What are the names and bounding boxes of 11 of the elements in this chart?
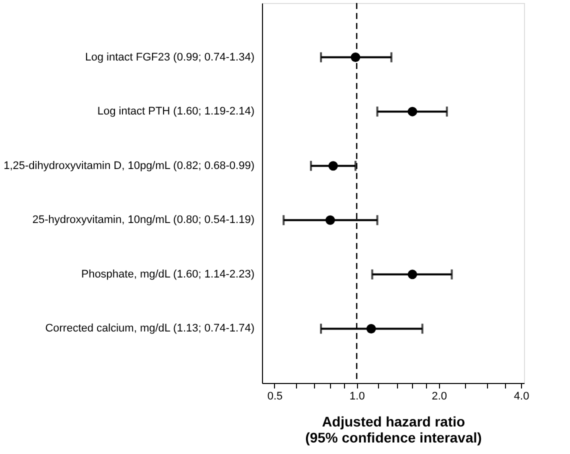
y-tick-label: 25-hydroxyvitamin, 10ng/mL (0.80; 0.54-1.19)	[32, 214, 254, 226]
y-tick-label: Log intact FGF23 (0.99; 0.74-1.34)	[85, 51, 254, 64]
x-tick-label: 0.5	[267, 390, 283, 402]
x-tick-label: 2.0	[432, 390, 448, 402]
x-tick-label: 1.0	[350, 390, 365, 402]
x-axis-title: Adjusted hazard ratio (95% confidence interaval)	[305, 414, 482, 446]
y-tick-label: Log intact PTH (1.60; 1.19-2.14)	[97, 106, 254, 118]
x-tick-label: 4.0	[514, 390, 530, 402]
y-tick-label: Corrected calcium, mg/dL (1.13; 0.74-1.74)	[45, 322, 254, 335]
y-tick-label: 1,25-dihydroxyvitamin D, 10pg/mL (0.82; 0.68-0.99)	[4, 160, 254, 172]
y-tick-label: Phosphate, mg/dL (1.60; 1.14-2.23)	[81, 268, 254, 280]
